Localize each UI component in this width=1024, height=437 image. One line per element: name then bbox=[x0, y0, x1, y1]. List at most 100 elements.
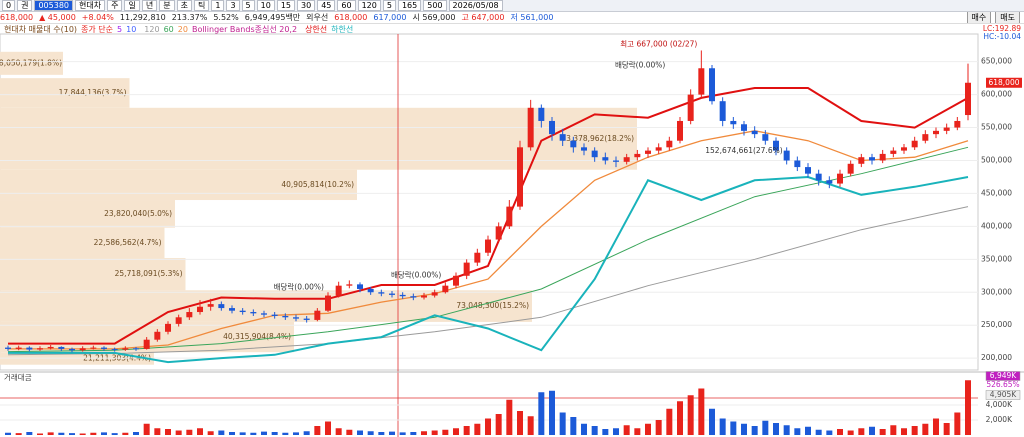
toolbar-button[interactable]: 현대차 bbox=[75, 0, 106, 11]
volume-bar bbox=[154, 428, 161, 435]
toolbar-button[interactable]: 0 bbox=[2, 0, 16, 11]
candle-body bbox=[207, 304, 214, 307]
volume-bar bbox=[303, 431, 310, 435]
annotation: 최고 667,000 (02/27) bbox=[620, 38, 697, 48]
volume-bar bbox=[431, 430, 438, 435]
volume-profile-label: 8,050,179(1.8%) bbox=[0, 58, 62, 67]
toolbar-button[interactable]: 권 bbox=[17, 0, 33, 11]
volume-bar bbox=[783, 425, 790, 435]
volume-profile-bar bbox=[0, 258, 186, 291]
toolbar-button[interactable]: 5 bbox=[382, 0, 396, 11]
candle-body bbox=[570, 140, 577, 148]
candle-body bbox=[357, 284, 363, 289]
volume-bar bbox=[677, 401, 683, 435]
candle-body bbox=[442, 285, 449, 293]
quote-field: +8.04% bbox=[81, 13, 114, 22]
indicator-line bbox=[8, 130, 969, 350]
order-button[interactable]: 매도 bbox=[995, 12, 1020, 23]
y-tick-label: 400,000 bbox=[981, 221, 1012, 230]
toolbar-button[interactable]: 분 bbox=[159, 0, 175, 11]
toolbar-button[interactable]: 165 bbox=[397, 0, 422, 11]
candle-body bbox=[367, 288, 374, 293]
volume-bar bbox=[549, 390, 555, 435]
candle-body bbox=[47, 346, 54, 349]
volume-bar bbox=[357, 430, 363, 435]
volume-bar bbox=[730, 421, 737, 435]
toolbar-button[interactable]: 초 bbox=[176, 0, 192, 11]
order-button[interactable]: 매수 bbox=[966, 12, 992, 23]
toolbar-button[interactable]: 주 bbox=[107, 0, 123, 11]
legend-item: 현대차 매물대 수(10) bbox=[4, 25, 78, 34]
quote-field: 618,000 bbox=[0, 13, 34, 22]
toolbar-button[interactable]: 15 bbox=[276, 0, 296, 11]
candle-body bbox=[314, 310, 321, 320]
volume-profile-bar bbox=[0, 169, 357, 201]
volume-profile-label: 73,048,300(15.2%) bbox=[456, 301, 529, 310]
toolbar-button[interactable]: 45 bbox=[317, 0, 336, 11]
candle-body bbox=[730, 120, 737, 125]
toolbar-button[interactable]: 30 bbox=[297, 0, 316, 11]
candle-body bbox=[271, 314, 278, 316]
toolbar-button[interactable]: 10 bbox=[256, 0, 275, 11]
volume-bar bbox=[399, 432, 406, 435]
toolbar-button[interactable]: 60 bbox=[337, 0, 356, 11]
candle-body bbox=[431, 292, 438, 296]
candle-body bbox=[79, 348, 86, 351]
volume-bar bbox=[890, 425, 897, 435]
candle-body bbox=[26, 347, 33, 350]
volume-profile-bar bbox=[0, 78, 130, 108]
volume-bar bbox=[101, 432, 107, 435]
toolbar-button[interactable]: 년 bbox=[141, 0, 158, 11]
candle-body bbox=[261, 313, 267, 315]
volume-bar bbox=[282, 432, 289, 435]
volume-bar bbox=[207, 431, 214, 435]
volume-bar bbox=[591, 426, 598, 435]
candle-body bbox=[37, 348, 43, 350]
quote-field: 고 647,000 bbox=[461, 13, 505, 22]
volume-bar bbox=[645, 423, 651, 435]
candle-body bbox=[943, 127, 950, 131]
toolbar-button[interactable]: 1 bbox=[211, 0, 225, 11]
candle-body bbox=[890, 150, 897, 154]
candle-body bbox=[58, 346, 65, 349]
volume-bar bbox=[165, 429, 171, 435]
candle-body bbox=[410, 296, 417, 298]
toolbar-button[interactable]: 틱 bbox=[193, 0, 210, 11]
volume-profile-label: 23,820,040(5.0%) bbox=[104, 209, 172, 218]
volume-bar bbox=[133, 432, 139, 435]
volume-title: 거래대금 bbox=[4, 373, 32, 382]
volume-bar bbox=[389, 431, 395, 435]
volume-bar bbox=[954, 412, 961, 435]
volume-bar bbox=[698, 388, 705, 435]
volume-bar bbox=[933, 418, 939, 435]
volume-bar bbox=[687, 395, 694, 435]
toolbar-button[interactable]: 005380 bbox=[34, 0, 74, 11]
candle-body bbox=[709, 68, 715, 102]
volume-bar bbox=[314, 426, 321, 435]
volume-bar bbox=[186, 429, 193, 435]
candle-body bbox=[90, 347, 97, 349]
toolbar-button[interactable]: 120 bbox=[357, 0, 381, 11]
toolbar-button[interactable]: 3 bbox=[226, 0, 240, 11]
toolbar-button[interactable]: 500 bbox=[423, 0, 447, 11]
candle-body bbox=[954, 120, 961, 128]
y-tick-label: 300,000 bbox=[981, 287, 1012, 296]
candle-body bbox=[762, 134, 769, 141]
toolbar-button[interactable]: 일 bbox=[124, 0, 140, 11]
toolbar-button[interactable]: 5 bbox=[241, 0, 255, 11]
legend-item: 10 bbox=[126, 25, 137, 34]
legend-item: 5 bbox=[117, 25, 123, 34]
quote-field: 11,292,810 bbox=[119, 13, 166, 22]
volume-bar bbox=[90, 432, 97, 435]
candle-body bbox=[165, 323, 171, 332]
toolbar-button[interactable]: 2026/05/08 bbox=[448, 0, 503, 11]
volume-profile-bar bbox=[0, 51, 63, 75]
candle-body bbox=[677, 120, 683, 141]
volume-bar bbox=[325, 421, 331, 435]
candle-body bbox=[5, 347, 11, 349]
candle-body bbox=[346, 284, 353, 286]
quote-field: 6,949,495백만 bbox=[244, 13, 301, 22]
volume-bar bbox=[26, 432, 33, 435]
candle-body bbox=[911, 140, 918, 148]
volume-bar bbox=[122, 432, 129, 435]
